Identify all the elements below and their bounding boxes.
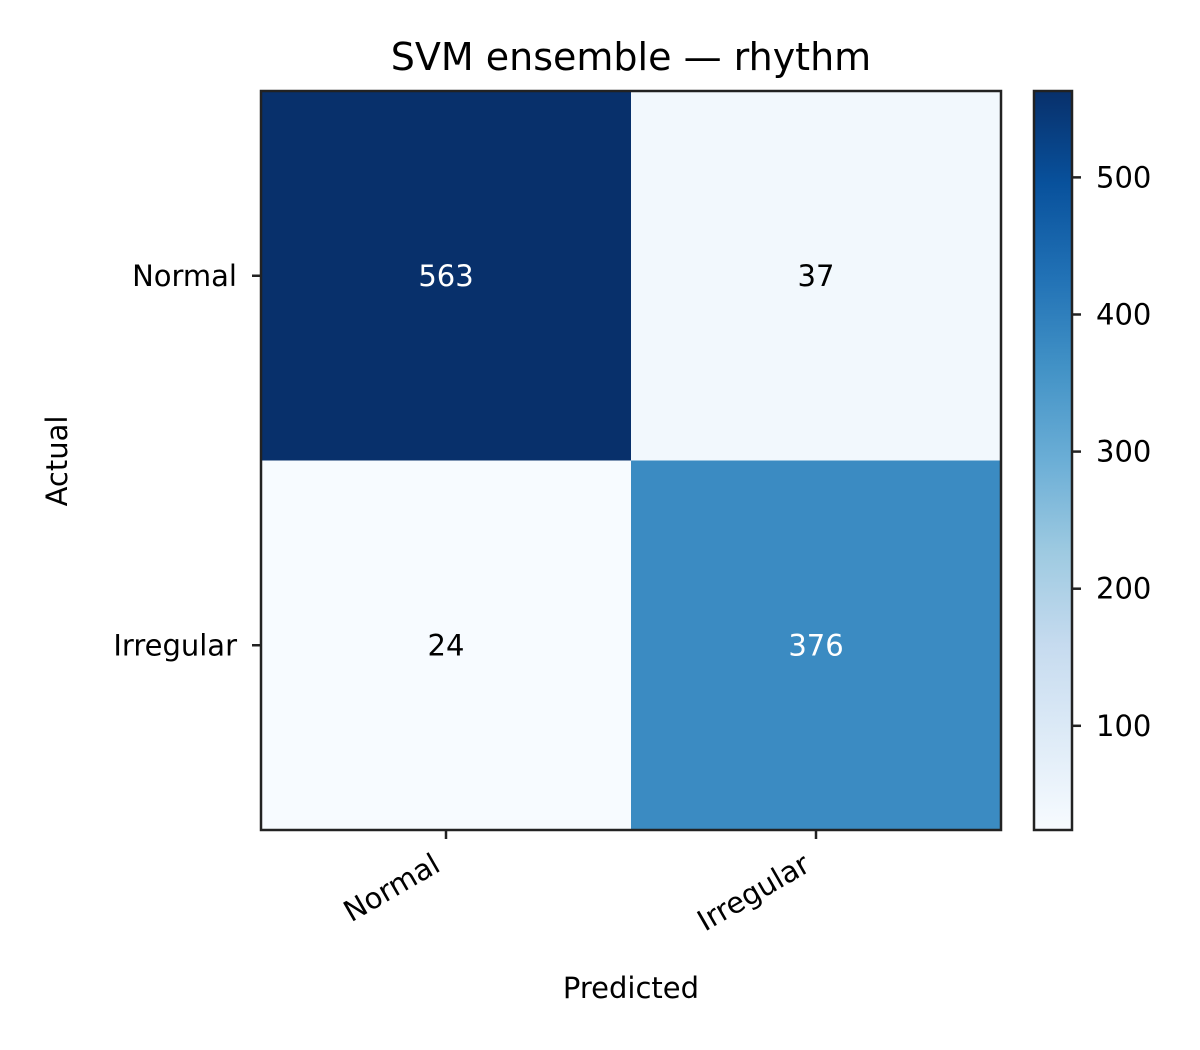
heatmap-cell [631,91,1001,461]
y-axis-ticks: Normal Irregular [113,259,261,662]
x-tick-label: Irregular [691,847,815,938]
y-tick-label: Irregular [113,628,237,662]
y-axis-label: Actual [40,416,74,507]
heatmap-cell [261,460,631,830]
heatmap-cells [261,91,1001,830]
colorbar-tick-label: 100 [1096,709,1151,743]
x-axis-label: Predicted [563,971,699,1005]
colorbar-gradient [1034,91,1072,830]
colorbar-tick-label: 300 [1096,435,1151,469]
colorbar-ticks: 100 200 300 400 500 [1072,160,1151,743]
x-tick-label: Normal [338,847,446,929]
x-axis-ticks: Normal Irregular [338,830,818,938]
heatmap-cell [631,460,1001,830]
cell-value-label: 563 [418,259,473,293]
plot-frame [259,89,1003,832]
chart-title: SVM ensemble — rhythm [391,35,871,79]
colorbar-frame [1032,89,1074,832]
colorbar-tick-label: 400 [1096,297,1151,331]
cell-value-labels: 563 37 24 376 [418,259,843,663]
cell-value-label: 37 [798,259,835,293]
colorbar-tick-label: 200 [1096,572,1151,606]
y-tick-label: Normal [132,259,237,293]
cell-value-label: 376 [788,628,843,662]
colorbar-tick-label: 500 [1096,160,1151,194]
cell-value-label: 24 [428,628,465,662]
heatmap-cell [261,91,631,461]
